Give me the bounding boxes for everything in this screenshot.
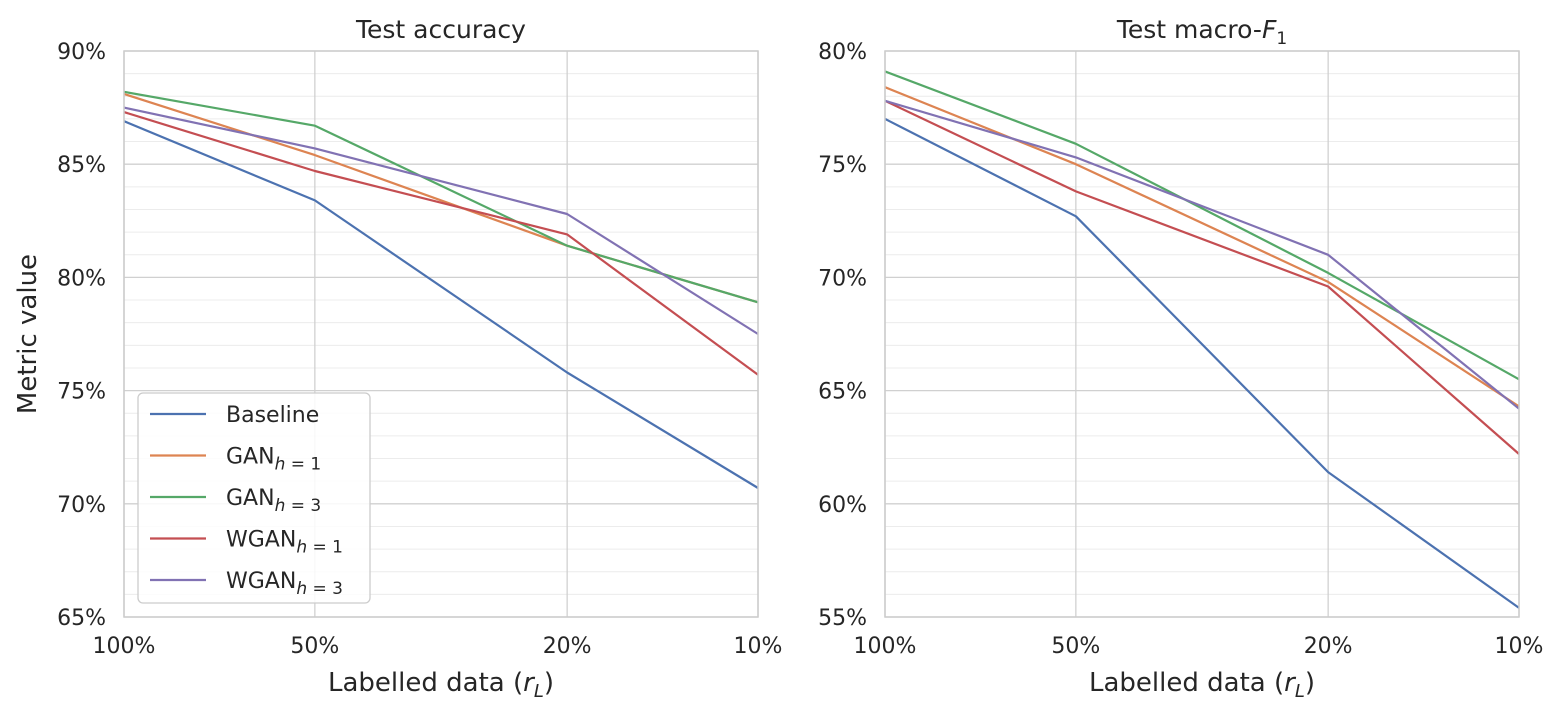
series-line-gan-h-1 xyxy=(884,86,1520,408)
chart-panel-2: 55% 60% 65% 70% 75% 80% 100% 50% 20% 10% Test macr… xyxy=(818,15,1543,702)
y-tick-label: 85% xyxy=(57,153,106,178)
x-axis-label: Labelled data (rL) xyxy=(328,668,554,702)
y-tick-label: 55% xyxy=(818,606,867,631)
legend-label: GANh = 1 xyxy=(226,445,321,475)
y-tick-label: 65% xyxy=(818,380,867,405)
series-line-wgan-h-3 xyxy=(884,99,1520,410)
x-tick-label: 100% xyxy=(854,634,917,659)
series-line-wgan-h-1 xyxy=(884,99,1520,455)
chart-panel-1: 65% 70% 75% 80% 85% 90% 100% 50% 20% 10% Test accu… xyxy=(13,15,782,702)
series-line-wgan-h-3 xyxy=(123,106,759,335)
legend: Baseline GANh = 1 GANh = 3 WGANh = 1 WGANh =… xyxy=(137,392,371,604)
legend-label: Baseline xyxy=(226,403,319,428)
series-line-wgan-h-1 xyxy=(123,111,759,376)
legend-label: GANh = 3 xyxy=(226,486,321,516)
legend-box xyxy=(137,392,371,604)
chart-title: Test accuracy xyxy=(355,15,526,44)
y-tick-label: 60% xyxy=(818,493,867,518)
plot-frame xyxy=(884,50,1520,618)
y-tick-label: 70% xyxy=(818,266,867,291)
legend-label: WGANh = 1 xyxy=(226,528,343,558)
series-line-baseline xyxy=(123,120,759,489)
y-tick-label: 70% xyxy=(57,493,106,518)
plot-frame xyxy=(123,50,759,618)
x-tick-label: 20% xyxy=(543,634,592,659)
series-line-baseline xyxy=(884,117,1520,609)
x-tick-label: 10% xyxy=(1495,634,1544,659)
y-tick-label: 75% xyxy=(57,380,106,405)
x-tick-label: 50% xyxy=(1051,634,1100,659)
series-line-gan-h-1 xyxy=(123,92,759,304)
x-tick-label: 100% xyxy=(93,634,156,659)
y-tick-label: 65% xyxy=(57,606,106,631)
series-line-gan-h-3 xyxy=(884,70,1520,381)
x-tick-label: 10% xyxy=(734,634,783,659)
y-axis-label: Metric value xyxy=(13,254,43,414)
y-tick-label: 90% xyxy=(57,40,106,65)
x-tick-label: 20% xyxy=(1304,634,1353,659)
y-tick-label: 75% xyxy=(818,153,867,178)
y-tick-label: 80% xyxy=(57,266,106,291)
y-tick-label: 80% xyxy=(818,40,867,65)
chart-title: Test macro-F1 xyxy=(1116,15,1287,49)
x-axis-label: Labelled data (rL) xyxy=(1089,668,1315,702)
legend-label: WGANh = 3 xyxy=(226,569,343,599)
x-tick-label: 50% xyxy=(290,634,339,659)
